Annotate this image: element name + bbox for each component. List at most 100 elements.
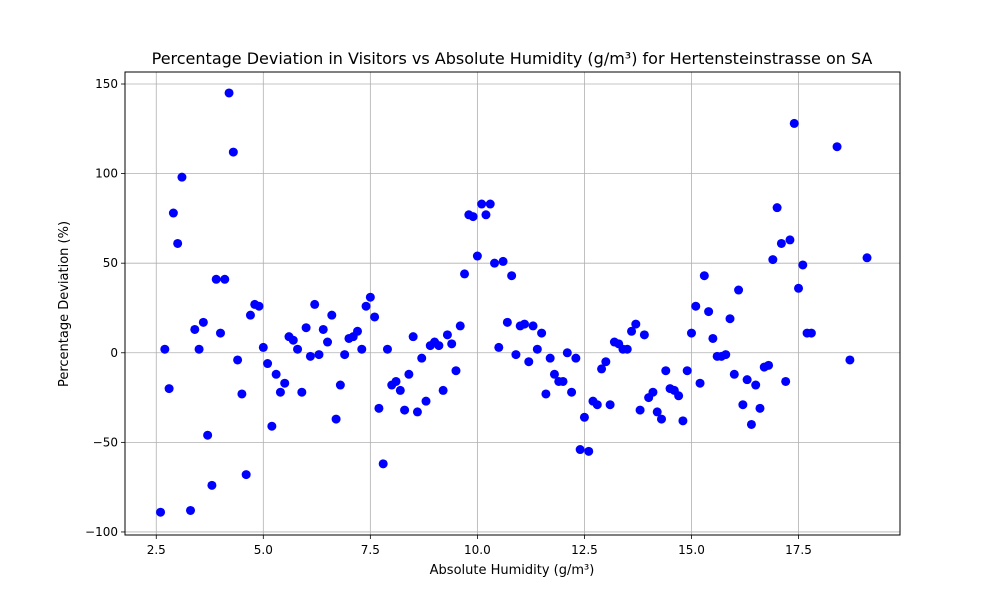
data-point xyxy=(472,251,482,261)
data-point xyxy=(314,350,324,360)
data-point xyxy=(789,118,799,128)
data-point xyxy=(340,350,350,360)
y-tick-label: −100 xyxy=(85,525,118,539)
x-tick-label: 15.0 xyxy=(678,543,705,557)
data-point xyxy=(400,405,410,415)
data-point xyxy=(438,385,448,395)
data-point xyxy=(275,387,285,397)
data-point xyxy=(164,384,174,394)
data-point xyxy=(575,445,585,455)
data-point xyxy=(545,353,555,363)
data-point xyxy=(528,321,538,331)
data-point xyxy=(207,480,217,490)
data-point xyxy=(412,407,422,417)
data-point xyxy=(549,369,559,379)
data-point xyxy=(468,212,478,222)
data-point xyxy=(490,258,500,268)
data-point xyxy=(695,378,705,388)
data-point xyxy=(785,235,795,245)
data-point xyxy=(288,335,298,345)
data-point xyxy=(746,419,756,429)
data-point xyxy=(361,301,371,311)
y-tick-label: −50 xyxy=(93,435,118,449)
data-point xyxy=(699,271,709,281)
data-point xyxy=(186,505,196,515)
data-point xyxy=(498,256,508,266)
data-point xyxy=(579,412,589,422)
data-point xyxy=(592,400,602,410)
x-tick-label: 17.5 xyxy=(785,543,812,557)
data-point xyxy=(729,369,739,379)
data-point xyxy=(211,274,221,284)
data-point xyxy=(318,324,328,334)
data-point xyxy=(417,353,427,363)
data-point xyxy=(725,314,735,324)
x-tick-label: 5.0 xyxy=(254,543,273,557)
data-point xyxy=(220,274,230,284)
y-tick-label: 50 xyxy=(103,256,118,270)
data-point xyxy=(190,324,200,334)
data-point xyxy=(297,387,307,397)
data-point xyxy=(567,387,577,397)
data-point xyxy=(682,366,692,376)
data-point xyxy=(652,407,662,417)
data-point xyxy=(455,321,465,331)
data-point xyxy=(382,344,392,354)
data-point xyxy=(507,271,517,281)
data-point xyxy=(704,307,714,317)
x-tick-label: 7.5 xyxy=(361,543,380,557)
data-point xyxy=(571,353,581,363)
data-point xyxy=(335,380,345,390)
data-point xyxy=(755,403,765,413)
data-point xyxy=(442,330,452,340)
grid xyxy=(125,72,900,535)
data-point xyxy=(686,328,696,338)
data-point xyxy=(198,317,208,327)
data-point xyxy=(365,292,375,302)
y-tick-label: 100 xyxy=(95,167,118,181)
data-point xyxy=(258,342,268,352)
data-point xyxy=(751,380,761,390)
data-point xyxy=(772,203,782,213)
data-point xyxy=(173,238,183,248)
data-point xyxy=(233,355,243,365)
data-point xyxy=(806,328,816,338)
data-point xyxy=(781,376,791,386)
data-point xyxy=(794,283,804,293)
data-point xyxy=(657,414,667,424)
data-point xyxy=(370,312,380,322)
y-axis-ticks: −100 −50 0 50 100 150 xyxy=(85,77,125,539)
data-point xyxy=(293,344,303,354)
data-points xyxy=(156,88,872,517)
data-point xyxy=(511,350,521,360)
x-tick-label: 2.5 xyxy=(147,543,166,557)
chart-title: Percentage Deviation in Visitors vs Abso… xyxy=(152,49,873,68)
data-point xyxy=(267,421,277,431)
data-point xyxy=(245,310,255,320)
data-point xyxy=(237,389,247,399)
data-point xyxy=(798,260,808,270)
data-point xyxy=(708,333,718,343)
data-point xyxy=(502,317,512,327)
y-tick-label: 0 xyxy=(110,346,118,360)
data-point xyxy=(648,387,658,397)
data-point xyxy=(451,366,461,376)
data-point xyxy=(764,360,774,370)
data-point xyxy=(353,326,362,336)
data-point xyxy=(691,301,701,311)
data-point xyxy=(742,375,752,385)
data-point xyxy=(310,299,320,309)
data-point xyxy=(331,414,341,424)
plot-frame xyxy=(124,71,901,536)
data-point xyxy=(661,366,671,376)
data-point xyxy=(477,199,487,209)
data-point xyxy=(532,344,542,354)
data-point xyxy=(224,88,234,98)
data-point xyxy=(215,328,225,338)
data-point xyxy=(254,301,264,311)
data-point xyxy=(156,507,166,517)
data-point xyxy=(177,172,187,182)
data-point xyxy=(301,323,311,333)
data-point xyxy=(674,391,684,401)
